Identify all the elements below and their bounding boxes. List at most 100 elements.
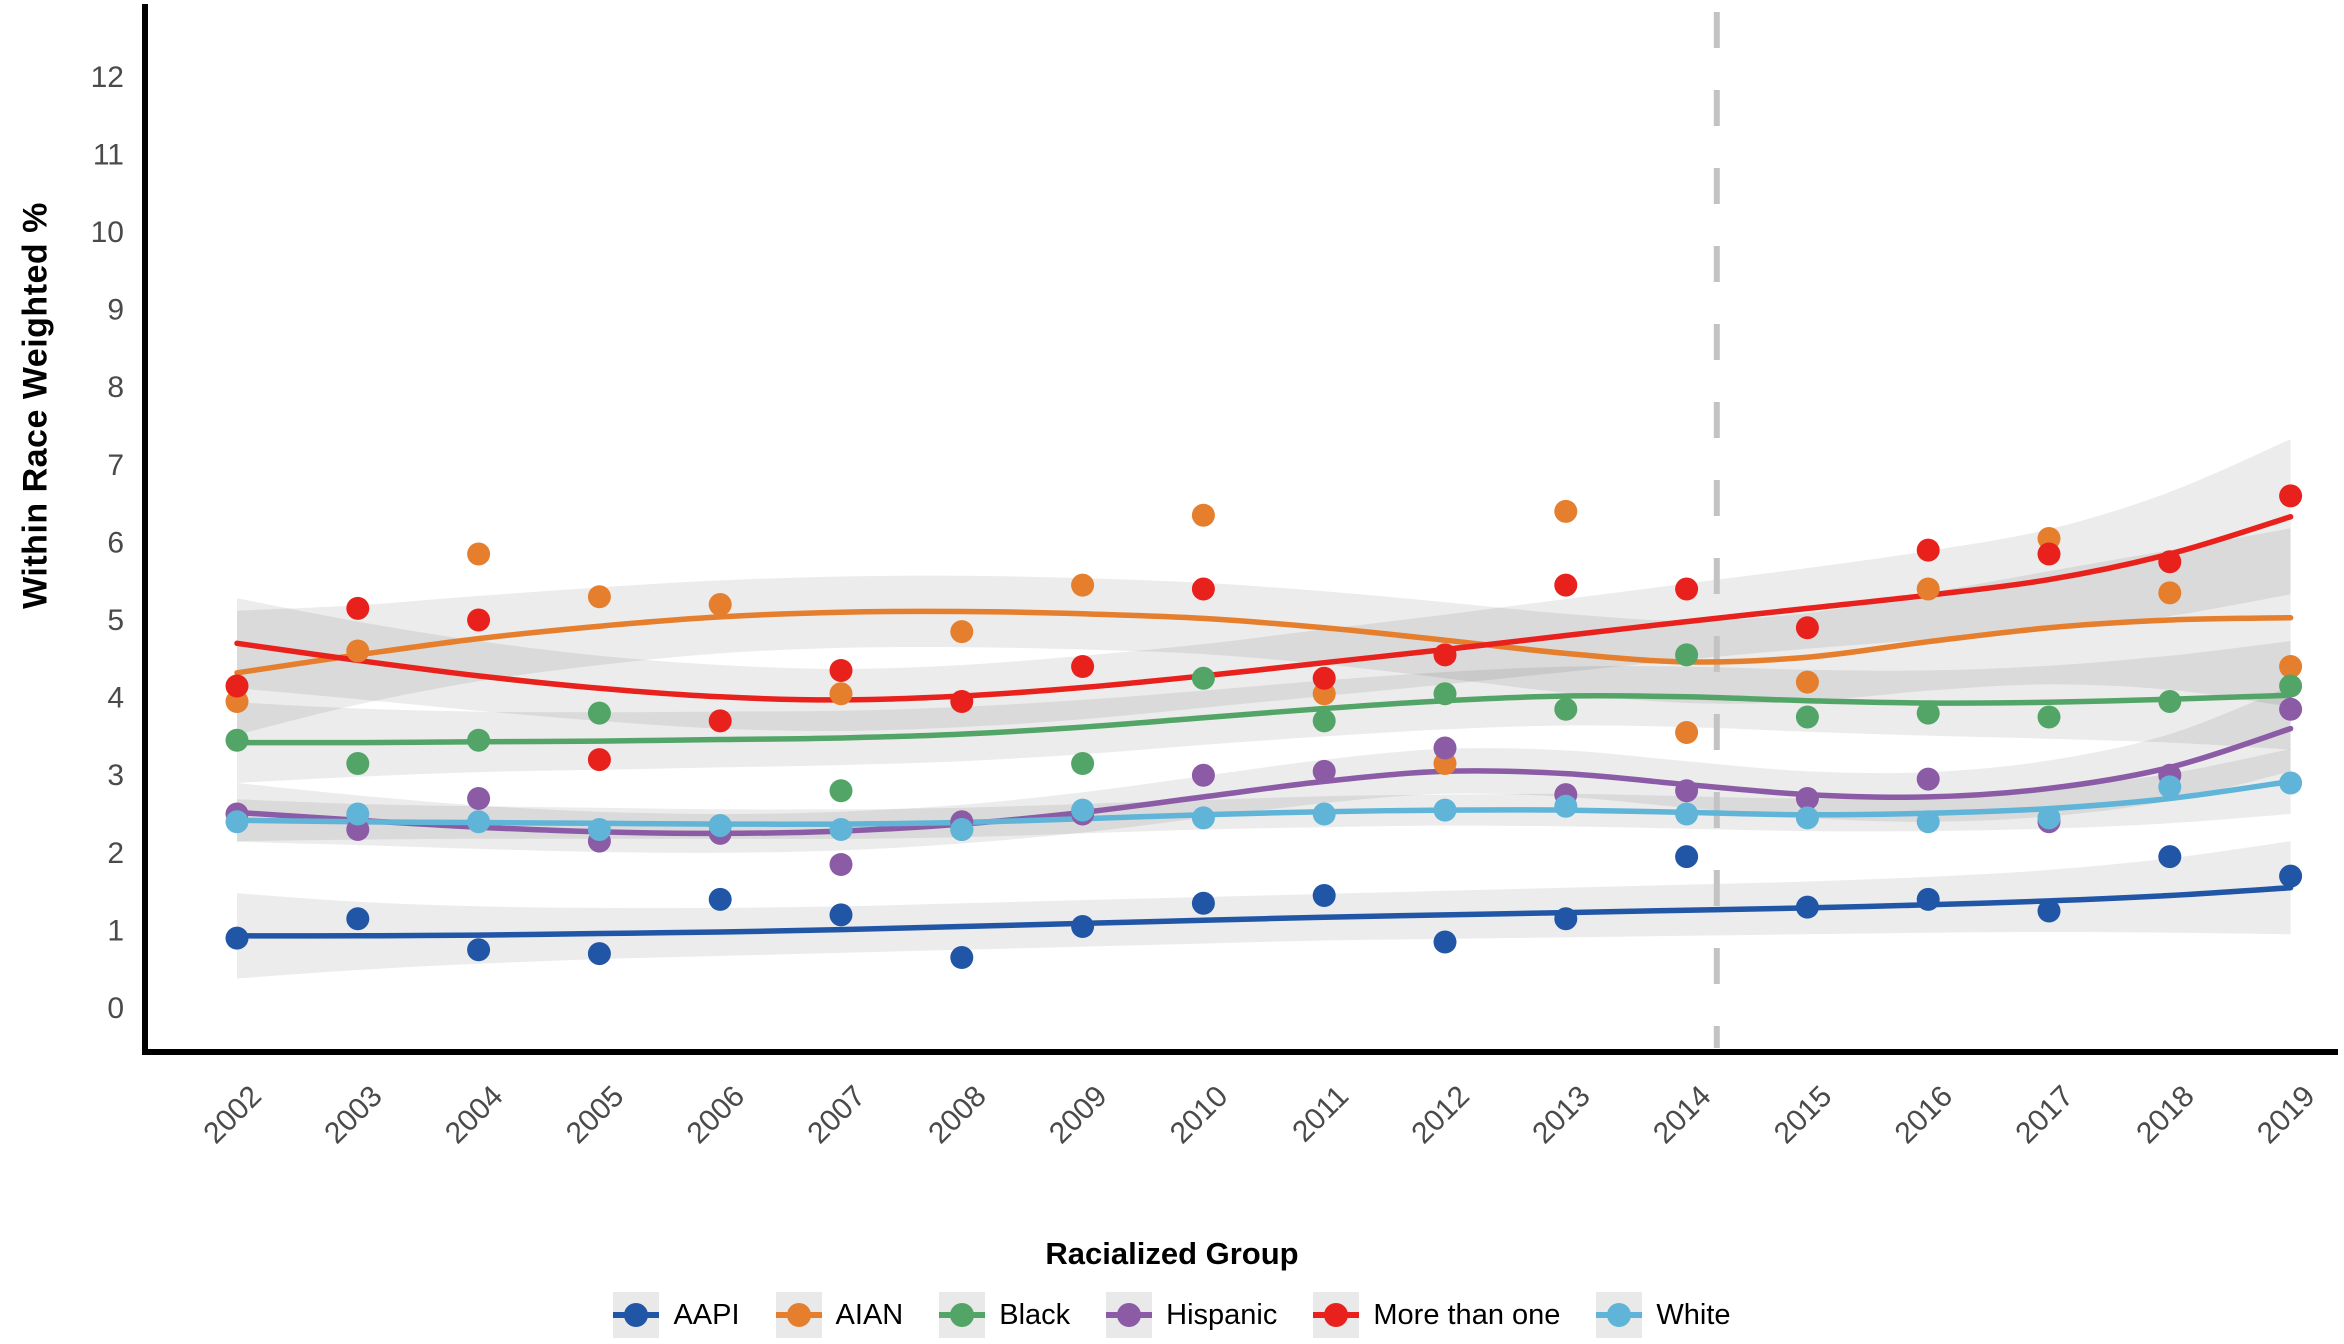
point-aapi-2005 (587, 942, 611, 966)
axes (142, 4, 2338, 1055)
point-black-2016 (1916, 701, 1940, 725)
point-aian-2018 (2158, 581, 2182, 605)
point-aapi-2002 (225, 926, 249, 950)
x-tick-label-2008: 2008 (922, 1080, 993, 1151)
legend-item-more-than-one: More than one (1313, 1292, 1560, 1338)
point-white-2014 (1675, 802, 1699, 826)
point-black-2019 (2279, 674, 2303, 698)
point-white-2004 (467, 810, 491, 834)
points-white (225, 771, 2303, 842)
point-hispanic-2004 (467, 786, 491, 810)
y-axis-title: Within Race Weighted % (16, 202, 55, 609)
x-tick-label-2003: 2003 (318, 1080, 389, 1151)
point-aian-2010 (1191, 503, 1215, 527)
point-more-than-one-2019 (2279, 484, 2303, 508)
legend-item-label: White (1656, 1298, 1731, 1331)
point-black-2009 (1071, 752, 1095, 776)
point-hispanic-2011 (1312, 759, 1336, 783)
y-tick-label-1: 1 (107, 914, 124, 947)
legend-item-label: More than one (1373, 1298, 1561, 1331)
y-tick-label-5: 5 (107, 604, 124, 637)
point-black-2007 (829, 779, 853, 803)
confidence-band-aapi (237, 841, 2291, 979)
point-aapi-2013 (1554, 907, 1578, 931)
trend-line-more-than-one (234, 514, 2294, 703)
data-points (225, 484, 2303, 970)
legend: Racialized Group AAPI AIAN Black Hispanic Mo… (0, 1236, 2344, 1338)
x-tick-label-2005: 2005 (560, 1080, 631, 1151)
trend-line-aian (234, 608, 2294, 676)
legend-key-dot (950, 1303, 975, 1327)
point-aian-2003 (346, 639, 370, 663)
y-tick-label-8: 8 (107, 371, 124, 404)
legend-title: Racialized Group (1045, 1236, 1299, 1271)
confidence-band-aian (237, 528, 2291, 735)
point-more-than-one-2016 (1916, 538, 1940, 562)
point-black-2004 (467, 728, 491, 752)
legend-key-icon (1596, 1292, 1643, 1338)
point-more-than-one-2015 (1795, 616, 1819, 640)
point-white-2003 (346, 802, 370, 826)
point-white-2002 (225, 810, 249, 834)
point-more-than-one-2014 (1675, 577, 1699, 601)
point-more-than-one-2008 (950, 689, 974, 713)
x-tick-label-2016: 2016 (1889, 1080, 1960, 1151)
point-black-2017 (2037, 705, 2061, 729)
legend-key-icon (1313, 1292, 1360, 1338)
point-white-2005 (587, 818, 611, 842)
point-black-2011 (1312, 709, 1336, 733)
trend-line-black (234, 692, 2294, 746)
point-white-2017 (2037, 806, 2061, 830)
point-hispanic-2010 (1191, 763, 1215, 787)
x-tick-label-2010: 2010 (1164, 1080, 1235, 1151)
point-aapi-2015 (1795, 895, 1819, 919)
points-more-than-one (225, 484, 2303, 772)
legend-key-icon (775, 1292, 822, 1338)
legend-item-black: Black (939, 1292, 1070, 1338)
legend-item-label: Black (999, 1298, 1071, 1331)
y-tick-label-3: 3 (107, 759, 124, 792)
point-more-than-one-2012 (1433, 643, 1457, 667)
legend-item-label: Hispanic (1166, 1298, 1278, 1331)
point-aapi-2019 (2279, 864, 2303, 888)
point-white-2016 (1916, 810, 1940, 834)
point-aian-2009 (1071, 573, 1095, 597)
y-tick-label-4: 4 (107, 682, 124, 715)
x-tick-label-2002: 2002 (197, 1080, 268, 1151)
y-tick-label-7: 7 (107, 449, 124, 482)
x-tick-label-2012: 2012 (1405, 1080, 1476, 1151)
point-more-than-one-2011 (1312, 666, 1336, 690)
point-aapi-2012 (1433, 930, 1457, 954)
point-aapi-2014 (1675, 845, 1699, 869)
point-aian-2019 (2279, 655, 2303, 679)
point-aian-2013 (1554, 499, 1578, 523)
point-hispanic-2012 (1433, 736, 1457, 760)
point-black-2012 (1433, 682, 1457, 706)
points-aian (225, 499, 2303, 776)
x-tick-label-2015: 2015 (1768, 1080, 1839, 1151)
point-aapi-2008 (950, 946, 974, 970)
confidence-band-hispanic (237, 686, 2291, 853)
legend-key-dot (1607, 1303, 1632, 1327)
point-hispanic-2015 (1795, 786, 1819, 810)
point-more-than-one-2013 (1554, 573, 1578, 597)
point-hispanic-2014 (1675, 779, 1699, 803)
point-black-2005 (587, 701, 611, 725)
point-black-2013 (1554, 697, 1578, 721)
confidence-band-more-than-one (237, 439, 2291, 732)
point-aian-2014 (1675, 721, 1699, 745)
point-aian-2008 (950, 620, 974, 644)
x-tick-label-2013: 2013 (1526, 1080, 1597, 1151)
point-white-2018 (2158, 775, 2182, 799)
point-aapi-2009 (1071, 915, 1095, 939)
x-tick-label-2011: 2011 (1286, 1080, 1355, 1149)
point-more-than-one-2005 (587, 748, 611, 772)
point-aapi-2003 (346, 907, 370, 931)
x-tick-label-2019: 2019 (2251, 1080, 2322, 1151)
x-axis-tick-labels: 2002 2003 2004 2005 2006 2007 2008 2009 2010 2011… (197, 1080, 2321, 1151)
point-white-2015 (1795, 806, 1819, 830)
point-more-than-one-2006 (708, 709, 732, 733)
point-more-than-one-2009 (1071, 655, 1095, 679)
point-aapi-2016 (1916, 887, 1940, 911)
